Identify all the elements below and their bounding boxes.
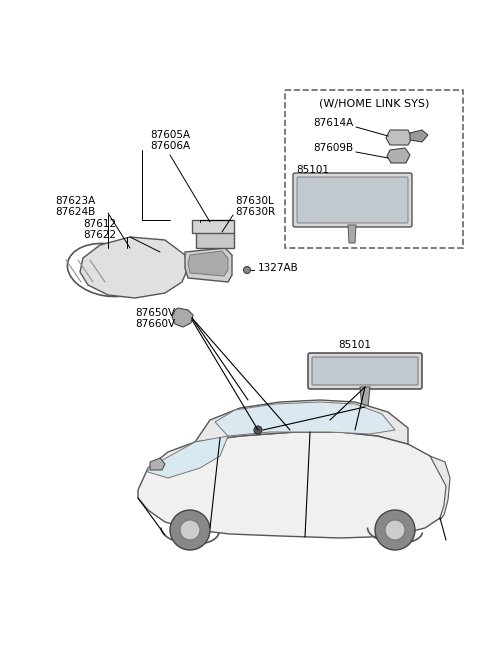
Text: 87609B: 87609B xyxy=(313,143,353,153)
Circle shape xyxy=(243,267,251,274)
Polygon shape xyxy=(172,308,193,327)
Polygon shape xyxy=(387,148,410,163)
Polygon shape xyxy=(386,130,412,145)
FancyBboxPatch shape xyxy=(308,353,422,389)
Text: 87606A: 87606A xyxy=(150,141,190,151)
Bar xyxy=(285,90,463,248)
Bar xyxy=(196,232,234,248)
Polygon shape xyxy=(215,402,395,436)
Polygon shape xyxy=(185,248,232,282)
Circle shape xyxy=(385,520,405,540)
Text: 87605A: 87605A xyxy=(150,130,190,140)
FancyBboxPatch shape xyxy=(293,173,412,227)
Circle shape xyxy=(375,510,415,550)
Text: 87650V: 87650V xyxy=(135,308,175,318)
Text: 1327AB: 1327AB xyxy=(258,263,299,273)
Text: 87630L: 87630L xyxy=(235,196,274,206)
FancyBboxPatch shape xyxy=(297,177,408,223)
Bar xyxy=(192,220,234,233)
Polygon shape xyxy=(195,400,408,444)
Polygon shape xyxy=(188,251,228,276)
Text: 85101: 85101 xyxy=(296,165,329,175)
Polygon shape xyxy=(360,387,370,407)
Text: 87614A: 87614A xyxy=(313,118,353,128)
Polygon shape xyxy=(80,237,188,298)
Text: 85101: 85101 xyxy=(338,340,371,350)
Text: 87623A: 87623A xyxy=(55,196,95,206)
Polygon shape xyxy=(138,432,448,538)
Circle shape xyxy=(170,510,210,550)
Circle shape xyxy=(180,520,200,540)
FancyBboxPatch shape xyxy=(312,357,418,385)
Circle shape xyxy=(254,426,262,434)
Polygon shape xyxy=(410,130,428,142)
Text: 87612: 87612 xyxy=(83,219,116,229)
Polygon shape xyxy=(430,456,450,520)
Text: 87622: 87622 xyxy=(83,230,116,240)
Polygon shape xyxy=(150,458,165,470)
Text: 87630R: 87630R xyxy=(235,207,275,217)
Polygon shape xyxy=(348,225,356,243)
Text: (W/HOME LINK SYS): (W/HOME LINK SYS) xyxy=(319,98,429,108)
Text: 87660V: 87660V xyxy=(135,319,175,329)
Text: 87624B: 87624B xyxy=(55,207,95,217)
Polygon shape xyxy=(148,436,228,478)
